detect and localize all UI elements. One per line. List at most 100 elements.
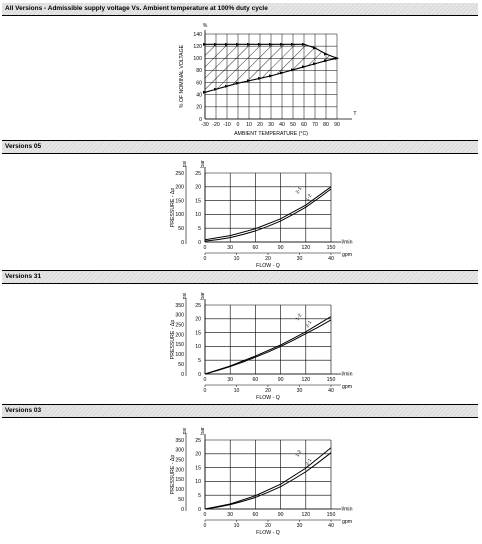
x-tick-label: 60 — [253, 377, 259, 383]
data-point — [302, 65, 306, 69]
y2-tick-label: 200 — [175, 467, 184, 473]
x2-tick-label: 20 — [265, 523, 271, 529]
section-title: Versions 05 — [5, 143, 42, 150]
y2-tick-label: 250 — [175, 171, 184, 177]
x-tick-label: 30 — [268, 122, 274, 128]
y-tick-label: 25 — [195, 438, 201, 444]
y2-tick-label: 100 — [175, 352, 184, 358]
x2-tick-label: 20 — [265, 256, 271, 262]
x2-tick-label: 0 — [204, 256, 207, 262]
y2-tick-label: 0 — [181, 507, 184, 513]
y2-tick-label: 50 — [178, 497, 184, 503]
x-tick-label: 0 — [204, 245, 207, 251]
x-tick-label: 150 — [327, 512, 336, 518]
x-tick-label: 60 — [253, 512, 259, 518]
x-axis-label: FLOW - Q — [256, 530, 280, 536]
x2-tick-label: 30 — [297, 523, 303, 529]
y2-tick-label: 300 — [175, 448, 184, 454]
x2-tick-label: 30 — [297, 256, 303, 262]
y2-tick-label: 350 — [175, 303, 184, 309]
y-unit-label: bar — [200, 292, 206, 300]
y2-tick-label: 0 — [181, 372, 184, 378]
y-tick-label: 20 — [195, 452, 201, 458]
y2-unit-label: psi — [182, 428, 188, 435]
x-tick-label: 20 — [257, 122, 263, 128]
data-point — [291, 68, 295, 72]
x-tick-label: 90 — [278, 512, 284, 518]
data-point — [247, 79, 251, 83]
y-tick-label: 15 — [195, 330, 201, 336]
x-tick-label: 90 — [334, 122, 340, 128]
x-tick-label: 30 — [227, 377, 233, 383]
x-tick-label: -30 — [201, 122, 209, 128]
y2-tick-label: 150 — [175, 477, 184, 483]
section-divider — [2, 404, 478, 405]
data-point — [236, 81, 240, 85]
y-tick-label: 0 — [198, 507, 201, 513]
y-tick-label: 15 — [195, 198, 201, 204]
data-point — [302, 42, 306, 46]
x-axis-label: FLOW - Q — [256, 395, 280, 401]
y-axis-label: PRESSURE - Δp — [170, 188, 176, 228]
series-curve — [204, 452, 332, 510]
y2-tick-label: 150 — [175, 342, 184, 348]
x-tick-label: 70 — [312, 122, 318, 128]
x-tick-label: 10 — [246, 122, 252, 128]
y-tick-label: 20 — [195, 317, 201, 323]
y-tick-label: 80 — [196, 68, 202, 74]
x-tick-label: -20 — [212, 122, 220, 128]
x-tick-label: 90 — [278, 245, 284, 251]
x-tick-label: 30 — [227, 245, 233, 251]
y-tick-label: 25 — [195, 171, 201, 177]
y-tick-label: 0 — [198, 372, 201, 378]
data-point — [313, 62, 317, 66]
x-tick-label: 90 — [278, 377, 284, 383]
x-tick-label: 60 — [253, 245, 259, 251]
data-point — [280, 42, 284, 46]
x-tick-label: 150 — [327, 377, 336, 383]
y2-tick-label: 350 — [175, 438, 184, 444]
y-tick-label: 100 — [193, 56, 202, 62]
x-tick-label: 40 — [279, 122, 285, 128]
y-tick-label: 10 — [195, 344, 201, 350]
series-label: 2-1 — [305, 457, 314, 466]
y2-tick-label: 100 — [175, 212, 184, 218]
y-tick-label: 0 — [198, 240, 201, 246]
y-tick-label: 10 — [195, 479, 201, 485]
y2-tick-label: 100 — [175, 487, 184, 493]
data-point — [247, 42, 251, 46]
y-axis-label: % OF NOMINAL VOLTAGE — [179, 44, 185, 108]
section-header-all-versions: All Versions - Admissible supply voltage… — [2, 3, 478, 16]
data-point — [258, 42, 262, 46]
y-tick-label: 120 — [193, 44, 202, 50]
data-point — [280, 71, 284, 75]
x-tick-label: 30 — [227, 512, 233, 518]
x2-tick-label: 0 — [204, 523, 207, 529]
x2-tick-label: 10 — [234, 256, 240, 262]
y-tick-label: 5 — [198, 493, 201, 499]
y-tick-label: 10 — [195, 212, 201, 218]
x-axis-label: AMBIENT TEMPERATURE (°C) — [234, 131, 308, 137]
x2-tick-label: 20 — [265, 388, 271, 394]
data-point — [258, 76, 262, 80]
section-title: All Versions - Admissible supply voltage… — [5, 5, 268, 12]
y-unit-label: bar — [200, 160, 206, 168]
y-tick-label: 140 — [193, 32, 202, 38]
section-title: Versions 03 — [5, 407, 42, 414]
x-tick-label: 150 — [327, 245, 336, 251]
y2-tick-label: 50 — [178, 226, 184, 232]
data-point — [291, 42, 295, 46]
y-tick-label: 40 — [196, 93, 202, 99]
x-tick-label: -10 — [223, 122, 231, 128]
voltage-chart: 0 20 40 60 80 100 120 140 -30 -20 -10 0 10 20 30 40 50 60… — [179, 23, 357, 137]
section-header-versions-31: Versions 31 — [2, 271, 478, 284]
x2-tick-label: 30 — [297, 388, 303, 394]
x-tick-label: 0 — [237, 122, 240, 128]
x-unit-label: T — [353, 111, 357, 117]
series-curve — [204, 186, 332, 241]
y-tick-label: 15 — [195, 465, 201, 471]
x2-unit-label: gpm — [342, 252, 352, 258]
x2-unit-label: gpm — [342, 384, 352, 390]
